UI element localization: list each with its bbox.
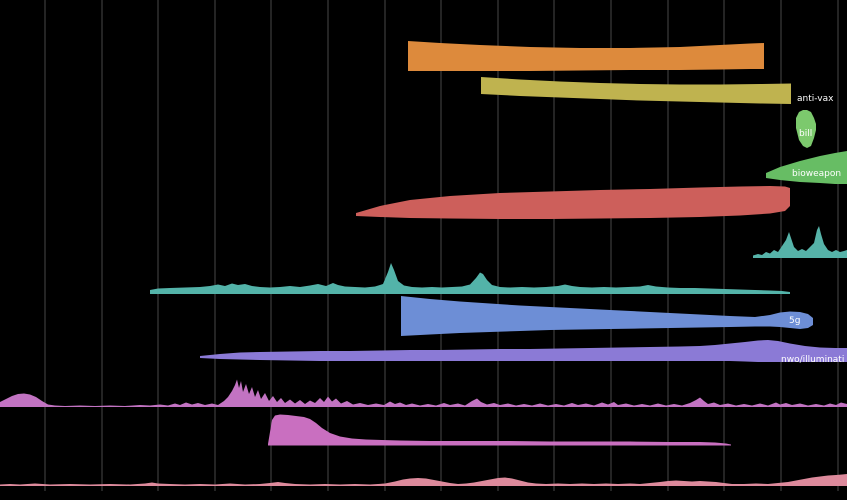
stream-stream-12 bbox=[0, 474, 847, 486]
streams bbox=[0, 41, 847, 486]
stream-label-bioweapon: bioweapon bbox=[792, 169, 841, 179]
stream-stream-10 bbox=[0, 379, 847, 407]
stream-anti-vax bbox=[481, 77, 791, 104]
stream-label-anti-vax: anti-vax bbox=[797, 94, 834, 104]
stream-stream-11 bbox=[268, 414, 731, 446]
stream-stream-05 bbox=[356, 186, 790, 219]
stream-labels: anti-vax bill bioweapon 5g nwo/illuminati bbox=[781, 94, 844, 365]
gridlines bbox=[44, 0, 839, 491]
stream-stream-07 bbox=[150, 263, 790, 294]
stream-label-bill: bill bbox=[799, 129, 812, 139]
stream-stream-01 bbox=[408, 41, 764, 71]
stream-stream-06 bbox=[753, 226, 847, 258]
stream-bill bbox=[796, 110, 816, 148]
stream-5g bbox=[401, 296, 813, 336]
stream-label-nwo-illuminati: nwo/illuminati bbox=[781, 355, 844, 365]
stream-nwo-illuminati bbox=[200, 340, 847, 362]
stream-bioweapon bbox=[766, 151, 847, 184]
stream-label-5g: 5g bbox=[789, 316, 800, 326]
